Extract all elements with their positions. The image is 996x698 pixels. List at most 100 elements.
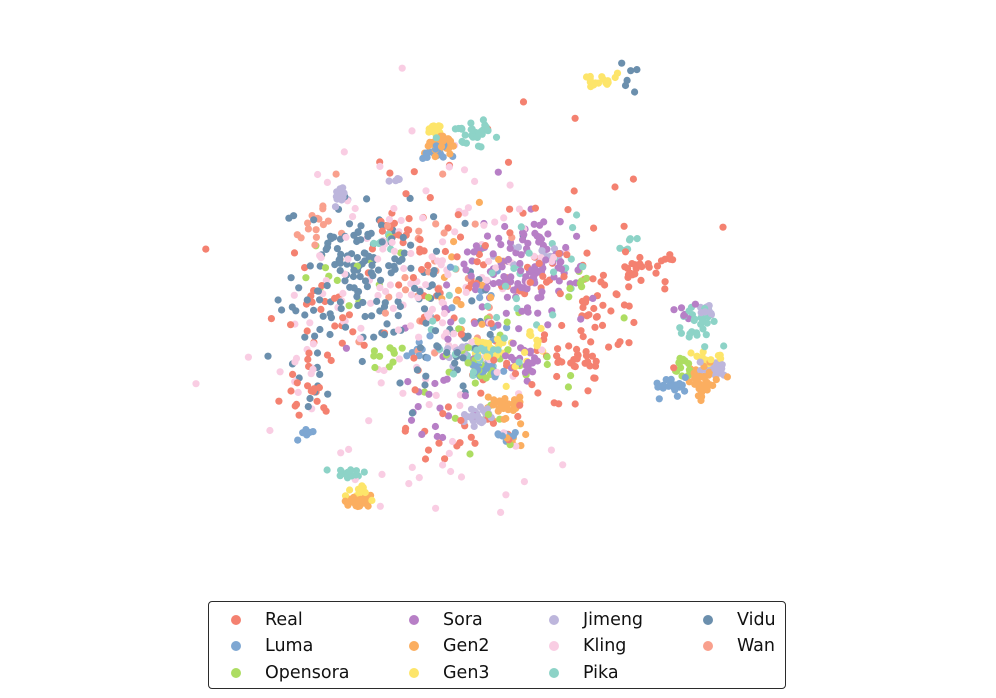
point-real (599, 301, 607, 309)
point-real (556, 290, 564, 298)
point-real (503, 359, 511, 367)
point-real (661, 285, 669, 293)
point-luma (659, 381, 667, 389)
point-vidu (378, 221, 386, 229)
point-opensora (464, 344, 472, 352)
point-luma (503, 324, 511, 332)
point-real (621, 263, 629, 271)
point-gen2 (698, 393, 706, 401)
point-pika (484, 127, 492, 135)
point-real (553, 352, 561, 360)
point-kling (397, 216, 405, 225)
point-kling (444, 271, 452, 279)
legend-label-luma: Luma (265, 636, 314, 656)
point-gen2 (509, 400, 517, 408)
point-sora (530, 272, 538, 280)
point-sora (555, 277, 563, 285)
point-real (471, 439, 479, 447)
point-kling (390, 204, 398, 213)
point-vidu (420, 305, 429, 313)
point-pika (461, 131, 469, 139)
point-vidu (406, 194, 414, 202)
point-real (401, 427, 409, 435)
point-real (582, 348, 590, 356)
point-opensora (370, 352, 378, 360)
point-kling (432, 504, 440, 512)
point-vidu (631, 88, 639, 96)
point-real (583, 249, 591, 257)
point-kling (500, 214, 508, 222)
point-real (571, 363, 579, 371)
legend-item-gen2: Gen2 (409, 635, 490, 657)
point-real (338, 339, 346, 347)
point-vidu (413, 366, 421, 374)
point-sora (407, 416, 416, 424)
point-opensora (620, 314, 628, 322)
point-vidu (422, 372, 430, 380)
point-sora (529, 368, 537, 376)
point-kling (291, 358, 299, 366)
point-real (540, 331, 549, 339)
point-pika (567, 255, 575, 263)
point-real (511, 370, 520, 378)
point-vidu (331, 261, 339, 269)
point-luma (476, 294, 484, 302)
point-sora (489, 250, 497, 258)
point-kling (485, 257, 493, 265)
point-vidu (453, 348, 461, 357)
point-real (454, 211, 462, 219)
legend-marker-opensora (231, 668, 241, 678)
legend-item-jimeng: Jimeng (549, 609, 643, 631)
point-real (456, 233, 465, 241)
point-pika (677, 329, 686, 337)
point-real (586, 362, 594, 370)
point-gen2 (478, 320, 486, 328)
point-pika (429, 317, 437, 325)
point-vidu (368, 261, 376, 269)
point-real (516, 401, 524, 409)
point-sora (522, 273, 530, 281)
point-kling (502, 491, 510, 499)
point-opensora (566, 284, 574, 292)
point-opensora (466, 450, 474, 458)
point-sora (478, 303, 486, 311)
point-vidu (278, 306, 286, 314)
point-real (558, 321, 566, 330)
point-vidu (391, 265, 399, 273)
point-opensora (302, 274, 310, 282)
point-real (289, 370, 297, 378)
point-real (434, 285, 442, 293)
point-opensora (543, 353, 551, 361)
point-vidu (461, 219, 469, 227)
point-pika (494, 346, 502, 354)
point-kling (428, 253, 436, 261)
point-vidu (345, 220, 354, 228)
point-real (526, 278, 535, 286)
point-wan (324, 217, 332, 225)
point-real (636, 260, 644, 268)
point-sora (503, 293, 511, 301)
scatter-plot (192, 59, 732, 516)
point-vidu (363, 195, 371, 203)
point-kling (425, 401, 433, 409)
point-sora (470, 248, 478, 256)
point-sora (520, 230, 528, 239)
point-real (456, 439, 464, 447)
point-kling (309, 365, 317, 373)
point-luma (448, 304, 456, 312)
point-pika (512, 295, 521, 303)
point-real (591, 374, 599, 382)
point-luma (494, 430, 502, 438)
point-kling (451, 228, 459, 236)
point-real (558, 358, 566, 366)
point-sora (472, 282, 480, 290)
point-real (402, 190, 410, 198)
point-vidu (380, 331, 388, 339)
point-luma (662, 376, 670, 384)
point-vidu (374, 266, 382, 274)
point-kling (380, 366, 388, 375)
point-wan (415, 227, 423, 235)
point-real (555, 250, 563, 258)
point-vidu (422, 319, 430, 327)
point-vidu (361, 277, 370, 285)
